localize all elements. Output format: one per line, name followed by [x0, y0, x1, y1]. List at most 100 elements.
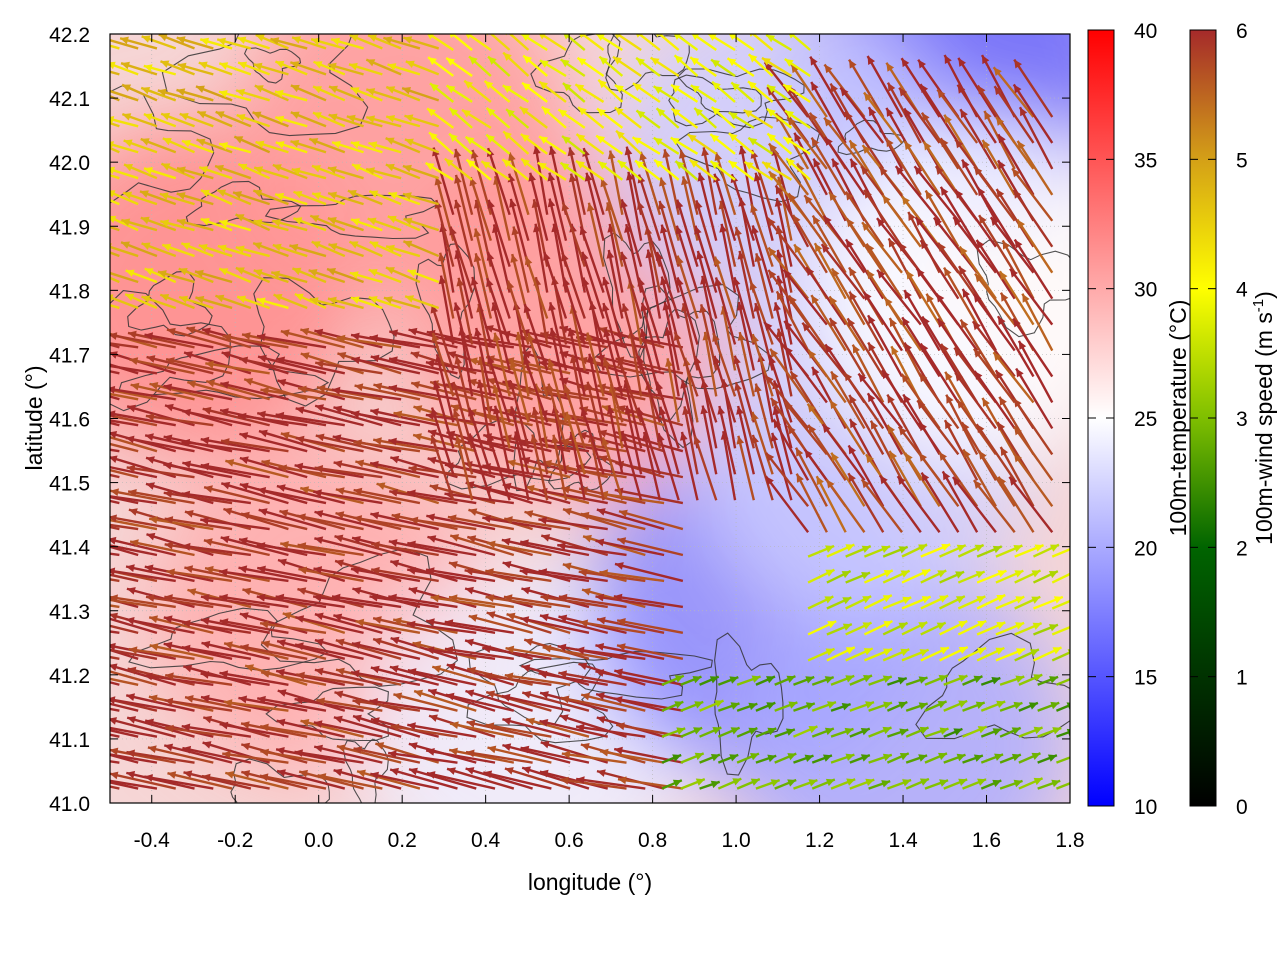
wind-vector-858 [843, 371, 885, 430]
wind-vector-248 [295, 406, 364, 427]
y-axis-title: latitude (°) [21, 365, 47, 470]
wind-vector-1340 [784, 58, 811, 77]
wind-vector-331 [388, 593, 458, 609]
wind-vector-1473 [886, 752, 910, 764]
wind-vector-1207 [385, 115, 421, 128]
wind-vector-1016 [1013, 238, 1054, 300]
wind-vector-1284 [614, 106, 642, 129]
wind-vector-1003 [997, 133, 1035, 196]
wind-vector-651 [561, 201, 586, 268]
wind-vector-877 [867, 314, 904, 378]
wind-vector-149 [201, 640, 270, 660]
wind-vector-1401 [1014, 544, 1044, 558]
wind-vector-253 [313, 744, 383, 764]
wind-vector-1390 [976, 569, 1007, 584]
wind-vector-1247 [502, 130, 530, 155]
wind-vector-385 [448, 594, 515, 609]
wind-vector-843 [828, 317, 866, 378]
wind-vector-140 [182, 408, 252, 427]
wind-vector-1117 [237, 162, 271, 180]
wind-vector-949 [933, 216, 979, 274]
wind-vector-1447 [793, 779, 818, 790]
wind-vector-532 [596, 508, 665, 531]
wind-vector-1191 [369, 240, 402, 258]
wind-vector-696 [637, 277, 662, 345]
wind-vector-594 [486, 433, 511, 501]
wind-vector-1141 [275, 115, 308, 128]
wind-vector-546 [616, 618, 684, 635]
wind-vector-945 [936, 318, 979, 378]
wind-vector-1097 [196, 110, 233, 128]
wind-vector-1086 [179, 112, 214, 128]
wind-vector-1493 [962, 754, 984, 764]
wind-vector-1295 [653, 136, 680, 155]
wind-vector-972 [957, 57, 997, 118]
wind-vector-1508 [1018, 752, 1041, 764]
wind-vector-47 [110, 495, 158, 505]
wind-vector-1288 [634, 159, 661, 181]
wind-vector-35 [110, 342, 139, 349]
wind-vector-23 [110, 648, 139, 660]
y-tick-label-7: 41.7 [49, 344, 90, 367]
wind-vector-523 [599, 748, 665, 764]
wind-vector-1129 [255, 140, 289, 154]
wind-vector-367 [430, 594, 496, 609]
wind-vector-727 [700, 405, 718, 475]
y-tick-label-10: 42.0 [49, 152, 90, 175]
wind-vector-158 [202, 406, 270, 427]
wind-vector-18 [110, 781, 139, 790]
wind-vector-1173 [331, 141, 364, 154]
wind-vector-29 [110, 495, 139, 505]
wind-vector-644 [563, 384, 586, 449]
temperature-colorbar-tick-label-5: 35 [1134, 149, 1157, 172]
wind-vector-190 [240, 511, 308, 531]
contour-15 [976, 239, 1070, 338]
wind-vector-1111 [216, 37, 252, 50]
wind-vector-1365 [882, 569, 911, 584]
wind-vector-418 [483, 672, 552, 686]
wind-vector-581 [453, 148, 474, 216]
wind-vector-1411 [1051, 547, 1070, 558]
wind-vector-957 [962, 448, 997, 507]
wind-vector-1122 [237, 36, 271, 50]
wind-vector-1281 [595, 34, 623, 52]
wind-vector-1391 [976, 545, 1003, 558]
wind-vector-942 [945, 394, 979, 455]
wind-vector-1040 [110, 166, 139, 180]
wind-vector-1075 [160, 112, 195, 128]
wind-vector-291 [352, 697, 421, 712]
wind-vector-1089 [176, 36, 214, 50]
wind-vector-628 [528, 172, 549, 241]
wind-vector-1051 [123, 163, 158, 180]
wind-vector-1110 [218, 62, 252, 76]
wind-vector-1465 [849, 701, 875, 712]
wind-vector-1370 [901, 568, 931, 584]
wind-vector-246 [294, 462, 364, 479]
wind-vector-586 [474, 327, 493, 397]
wind-vector-783 [774, 197, 793, 267]
wind-vector-1488 [943, 753, 966, 764]
wind-vector-5 [110, 655, 120, 660]
wind-vector-1004 [995, 116, 1035, 170]
wind-vector-1070 [161, 243, 195, 258]
wind-vector-173 [220, 481, 289, 505]
wind-vector-266 [314, 404, 383, 427]
wind-vector-1449 [793, 725, 818, 738]
wind-vector-702 [657, 432, 680, 501]
wind-vector-233 [280, 329, 346, 349]
wind-vector-1149 [293, 190, 327, 206]
wind-vector-867 [848, 139, 885, 196]
wind-vector-1135 [270, 270, 308, 284]
wind-vector-648 [562, 277, 586, 345]
wind-vector-259 [312, 593, 383, 609]
wind-vector-1366 [882, 545, 909, 558]
wind-vector-1333 [766, 84, 793, 103]
wind-vector-839 [821, 423, 866, 482]
wind-vector-345 [413, 689, 477, 712]
wind-vector-132 [181, 619, 252, 635]
wind-vector-1409 [1051, 599, 1070, 610]
wind-vector-382 [446, 663, 515, 686]
wind-vector-1329 [749, 34, 774, 51]
wind-vector-869 [839, 86, 885, 144]
